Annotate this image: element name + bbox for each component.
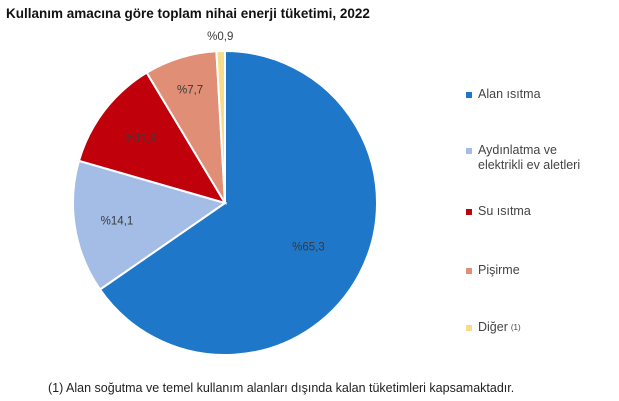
legend-swatch	[466, 325, 472, 331]
legend-swatch	[466, 209, 472, 215]
slice-data-label-4: %0,9	[207, 31, 233, 43]
pie-slice-0	[98, 49, 378, 356]
slice-data-label-3: %7,7	[177, 85, 203, 97]
legend-label: Pişirme	[478, 263, 520, 277]
slice-data-label-2: %11,9	[125, 133, 157, 145]
slice-data-label-1: %14,1	[101, 216, 134, 228]
chart-title: Kullanım amacına göre toplam nihai enerj…	[6, 6, 370, 21]
legend-item-alan-isitma: Alan ısıtma	[466, 87, 541, 102]
legend-item-su-isitma: Su ısıtma	[466, 204, 531, 219]
legend-footnote-marker: (1)	[510, 323, 521, 332]
legend-label: Su ısıtma	[478, 204, 531, 218]
legend-label: Alan ısıtma	[478, 87, 541, 101]
legend-label: Diğer	[478, 320, 508, 334]
legend-item-diger: Diğer (1)	[466, 320, 521, 335]
footnote: (1) Alan soğutma ve temel kullanım alanl…	[48, 381, 515, 395]
legend-label: Aydınlatma ve elektrikli ev aletleri	[478, 143, 581, 172]
legend-swatch	[466, 148, 472, 154]
legend-swatch	[466, 92, 472, 98]
slice-data-label-0: %65,3	[292, 242, 325, 254]
pie-slice-4	[215, 49, 226, 204]
pie-slice-2	[77, 71, 228, 205]
legend-swatch	[466, 268, 472, 274]
legend-item-aydinlatma: Aydınlatma ve elektrikli ev aletleri	[466, 143, 580, 173]
legend-item-pisirme: Pişirme	[466, 263, 520, 278]
